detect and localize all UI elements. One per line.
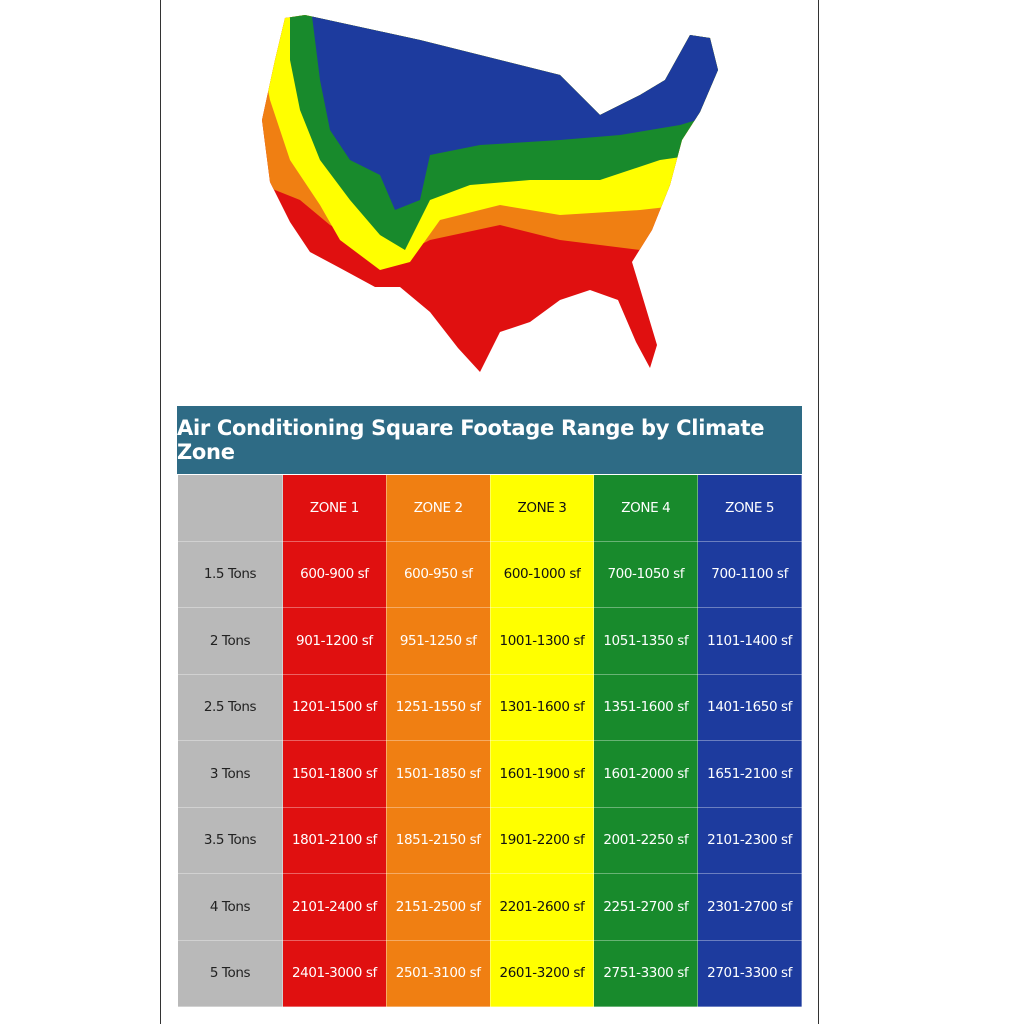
range-cell: 700-1050 sf — [593, 540, 699, 608]
range-cell: 600-1000 sf — [489, 540, 595, 608]
page-border — [818, 0, 819, 1024]
row-label: 3.5 Tons — [177, 806, 283, 874]
range-cell: 1851-2150 sf — [385, 806, 491, 874]
column-header: ZONE 3 — [489, 474, 595, 542]
range-cell: 1401-1650 sf — [697, 673, 802, 741]
range-cell: 2601-3200 sf — [489, 939, 595, 1007]
range-cell: 2101-2300 sf — [697, 806, 802, 874]
row-label: 3 Tons — [177, 740, 283, 808]
row-label: 4 Tons — [177, 873, 283, 941]
table-row: 4 Tons 2101-2400 sf 2151-2500 sf 2201-2600 … — [177, 873, 802, 941]
range-cell: 1801-2100 sf — [282, 806, 387, 874]
header-row: ZONE 1 ZONE 2 ZONE 3 ZONE 4 ZONE 5 — [177, 474, 802, 542]
range-cell: 600-950 sf — [385, 540, 491, 608]
table-row: 2 Tons 901-1200 sf 951-1250 sf 1001-1300 sf… — [177, 607, 802, 675]
range-cell: 951-1250 sf — [385, 607, 491, 675]
range-cell: 2101-2400 sf — [282, 873, 387, 941]
table-container: Air Conditioning Square Footage Range by… — [177, 406, 802, 1007]
range-cell: 1501-1800 sf — [282, 740, 387, 808]
range-cell: 1201-1500 sf — [282, 673, 387, 741]
range-cell: 901-1200 sf — [282, 607, 387, 675]
column-header: ZONE 5 — [697, 474, 802, 542]
range-cell: 1101-1400 sf — [697, 607, 802, 675]
range-cell: 1301-1600 sf — [489, 673, 595, 741]
climate-zone-map — [262, 15, 718, 372]
column-header: ZONE 2 — [385, 474, 491, 542]
range-cell: 2251-2700 sf — [593, 873, 699, 941]
range-cell: 1601-2000 sf — [593, 740, 699, 808]
table-row: 3.5 Tons 1801-2100 sf 1851-2150 sf 1901-220… — [177, 806, 802, 874]
range-cell: 1001-1300 sf — [489, 607, 595, 675]
range-cell: 1251-1550 sf — [385, 673, 491, 741]
range-cell: 1901-2200 sf — [489, 806, 595, 874]
row-label: 2 Tons — [177, 607, 283, 675]
range-cell: 2151-2500 sf — [385, 873, 491, 941]
page-border — [160, 0, 161, 1024]
table-row: 3 Tons 1501-1800 sf 1501-1850 sf 1601-1900 … — [177, 740, 802, 808]
table-row: 5 Tons 2401-3000 sf 2501-3100 sf 2601-3200 … — [177, 939, 802, 1007]
row-label: 1.5 Tons — [177, 540, 283, 608]
range-cell: 1651-2100 sf — [697, 740, 802, 808]
table-row: 2.5 Tons 1201-1500 sf 1251-1550 sf 1301-160… — [177, 673, 802, 741]
table-row: 1.5 Tons 600-900 sf 600-950 sf 600-1000 sf 7… — [177, 540, 802, 608]
range-cell: 1051-1350 sf — [593, 607, 699, 675]
table-title: Air Conditioning Square Footage Range by… — [177, 406, 802, 474]
range-cell: 2701-3300 sf — [697, 939, 802, 1007]
row-label: 5 Tons — [177, 939, 283, 1007]
table: ZONE 1 ZONE 2 ZONE 3 ZONE 4 ZONE 5 1.5 Tons 60… — [177, 474, 802, 1007]
range-cell: 2301-2700 sf — [697, 873, 802, 941]
range-cell: 2001-2250 sf — [593, 806, 699, 874]
range-cell: 1601-1900 sf — [489, 740, 595, 808]
column-header: ZONE 4 — [593, 474, 699, 542]
table-body: ZONE 1 ZONE 2 ZONE 3 ZONE 4 ZONE 5 1.5 Tons 60… — [177, 474, 802, 1007]
range-cell: 2501-3100 sf — [385, 939, 491, 1007]
range-cell: 1351-1600 sf — [593, 673, 699, 741]
corner-cell — [177, 474, 283, 542]
column-header: ZONE 1 — [282, 474, 387, 542]
range-cell: 700-1100 sf — [697, 540, 802, 608]
range-cell: 2401-3000 sf — [282, 939, 387, 1007]
range-cell: 2751-3300 sf — [593, 939, 699, 1007]
range-cell: 1501-1850 sf — [385, 740, 491, 808]
row-label: 2.5 Tons — [177, 673, 283, 741]
range-cell: 2201-2600 sf — [489, 873, 595, 941]
range-cell: 600-900 sf — [282, 540, 387, 608]
